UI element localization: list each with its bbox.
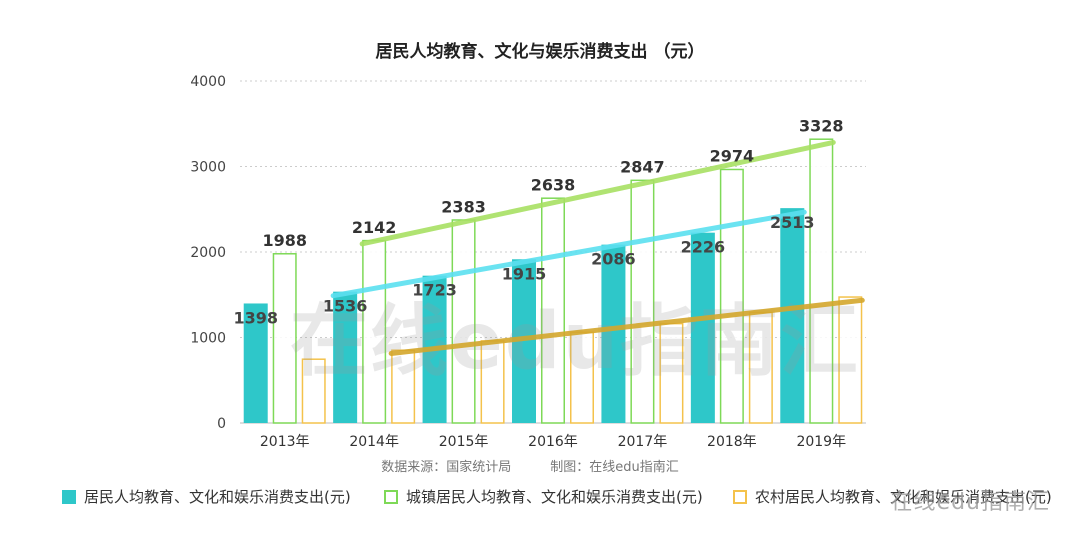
data-label-urban: 1988 [262,231,307,250]
data-label-total: 1723 [412,281,457,300]
bar-total [690,232,715,423]
data-label-urban: 3328 [799,116,844,135]
trend-line [330,209,807,299]
data-label-total: 1536 [323,297,368,316]
legend-swatch-total [62,489,76,504]
legend-swatch-urban [384,489,398,504]
x-tick-label: 2015年 [439,434,489,450]
data-label-total: 1398 [233,308,278,327]
y-tick-label: 2000 [190,245,226,261]
x-axis: 2013年 2014年 2015年 2016年 2017年 2018年 2019年 [260,434,846,450]
legend-label-total: 居民人均教育、文化和娱乐消费支出(元) [84,488,351,506]
bar-total [601,244,626,423]
bar-rural [301,358,326,424]
x-tick-label: 2013年 [260,434,310,450]
y-axis: 0 1000 2000 3000 4000 [190,74,226,432]
trend-line [359,139,836,247]
bar-total [243,303,268,423]
data-label-urban: 2142 [352,218,397,237]
data-label-total: 2513 [770,213,815,232]
legend-label-urban: 城镇居民人均教育、文化和娱乐消费支出(元) [406,488,703,506]
legend-item-urban[interactable]: 城镇居民人均教育、文化和娱乐消费支出(元) [384,486,703,507]
x-tick-label: 2019年 [796,434,846,450]
legend-label-rural: 农村居民人均教育、文化和娱乐消费支出(元) [755,488,1052,506]
bar-total [780,208,805,423]
source-note: 数据来源：国家统计局 制图：在线edu指南汇 [381,459,679,475]
trend-line [388,297,865,356]
bar-urban [272,253,297,424]
data-label-total: 2226 [681,238,726,257]
y-tick-label: 1000 [190,331,226,347]
x-tick-label: 2014年 [349,434,399,450]
legend-item-total[interactable]: 居民人均教育、文化和娱乐消费支出(元) [62,486,351,507]
data-labels: 1398 1536 1723 1915 2086 2226 2513 1988 2142 2383… [233,116,843,327]
data-label-urban: 2383 [441,197,486,216]
data-label-urban: 2847 [620,158,665,177]
data-label-total: 2086 [591,250,636,269]
y-tick-label: 0 [217,416,226,432]
bar-urban [719,168,744,424]
bar-rural [838,296,863,424]
data-label-total: 1915 [502,264,547,283]
trend-lines [330,139,865,356]
corner-watermark: 在线edu指南汇 [890,490,1050,515]
legend-swatch-rural [733,489,747,504]
x-tick-label: 2018年 [707,434,757,450]
legend-item-rural[interactable]: 农村居民人均教育、文化和娱乐消费支出(元) [733,486,1052,507]
y-tick-label: 4000 [190,74,226,90]
data-label-urban: 2974 [710,147,755,166]
legend: 居民人均教育、文化和娱乐消费支出(元) 城镇居民人均教育、文化和娱乐消费支出(元… [0,486,1080,514]
bar-urban [809,138,834,424]
y-tick-label: 3000 [190,160,226,176]
chart-title: 居民人均教育、文化与娱乐消费支出 （元） [376,41,705,62]
x-tick-label: 2016年 [528,434,578,450]
data-label-urban: 2638 [531,175,576,194]
bar-total [333,291,358,423]
x-tick-label: 2017年 [618,434,668,450]
